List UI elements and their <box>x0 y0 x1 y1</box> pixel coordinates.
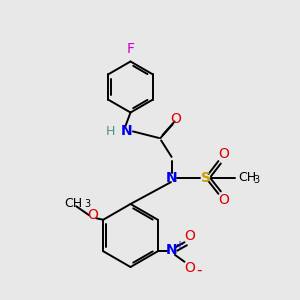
Text: O: O <box>218 194 229 207</box>
Text: N: N <box>166 243 178 257</box>
Text: F: F <box>127 42 134 56</box>
Text: 3: 3 <box>254 175 260 185</box>
Text: S: S <box>200 171 211 184</box>
Text: CH: CH <box>64 197 82 210</box>
Text: CH: CH <box>238 171 256 184</box>
Text: O: O <box>218 148 229 161</box>
Text: O: O <box>184 261 195 275</box>
Text: 3: 3 <box>84 199 90 209</box>
Text: N: N <box>166 171 177 184</box>
Text: +: + <box>175 240 183 250</box>
Text: N: N <box>121 124 133 138</box>
Text: O: O <box>171 112 182 126</box>
Text: H: H <box>106 125 115 138</box>
Text: O: O <box>87 208 98 222</box>
Text: O: O <box>184 229 195 243</box>
Text: -: - <box>197 263 202 278</box>
